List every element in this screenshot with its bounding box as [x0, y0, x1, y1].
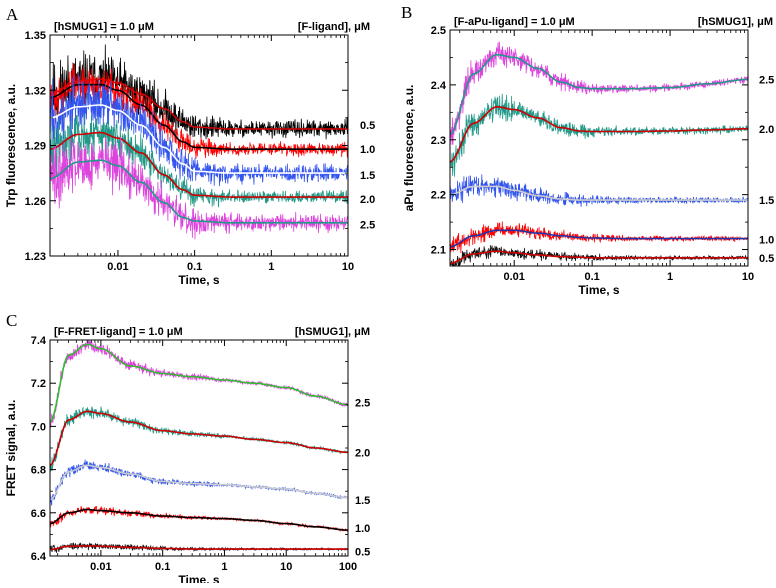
fit-curve-1-0	[450, 229, 748, 248]
y-axis-title: FRET signal, a.u.	[4, 400, 18, 497]
y-tick-label: 7.0	[31, 421, 46, 433]
y-tick-label: 2.5	[431, 25, 446, 37]
x-axis-title: Time, s	[178, 573, 219, 583]
y-tick-label: 2.2	[431, 190, 446, 202]
y-tick-label: 1.29	[25, 141, 46, 153]
fit-curve-1-5	[50, 464, 348, 501]
fit-curve-2-5	[450, 53, 748, 135]
fit-curve-2-5	[50, 343, 348, 423]
y-tick-label: 2.3	[431, 135, 446, 147]
y-axis-title: Trp fluorescence, a.u.	[4, 84, 18, 207]
x-tick-label: 0.1	[584, 271, 599, 283]
x-tick-label: 0.1	[187, 261, 202, 273]
panel-letter: B	[401, 3, 412, 22]
series-label: 2.0	[759, 124, 774, 136]
titrant-label: [hSMUG1], μM	[295, 326, 370, 338]
condition-label: [F-FRET-ligand] = 1.0 μM	[54, 326, 183, 338]
series-label: 2.0	[355, 447, 370, 459]
trace-1-5	[50, 73, 348, 187]
fit-curve-0-5	[50, 78, 348, 130]
y-tick-label: 2.1	[431, 245, 446, 257]
series-label: 1.5	[360, 170, 375, 182]
y-tick-label: 1.23	[25, 251, 46, 263]
x-tick-label: 10	[280, 561, 292, 573]
panel-c: C [F-FRET-ligand] = 1.0 μM [hSMUG1], μM 0.0…	[4, 311, 370, 587]
panel-letter: A	[6, 5, 19, 24]
y-tick-label: 7.2	[31, 378, 46, 390]
fit-curve-2-0	[50, 131, 348, 198]
series-label: 1.5	[759, 195, 774, 207]
series-label: 0.5	[355, 547, 370, 559]
series-label: 2.5	[360, 220, 375, 232]
fit-curve-0-5	[50, 544, 348, 551]
y-axis-title: aPu fluorescence, a.u.	[402, 85, 416, 212]
series-label: 1.0	[759, 235, 774, 247]
y-tick-label: 2.4	[431, 80, 447, 92]
traces	[50, 340, 348, 555]
plot-frame	[49, 339, 349, 557]
fit-curve-2-5	[50, 159, 348, 224]
y-tick-label: 1.26	[25, 196, 46, 208]
series-label: 2.0	[360, 194, 375, 206]
x-tick-label: 0.01	[503, 271, 524, 283]
y-tick-label: 7.4	[31, 335, 47, 347]
fit-curve-0-5	[450, 250, 748, 265]
x-tick-label: 1	[667, 271, 673, 283]
trace-2-0	[450, 93, 748, 177]
trace-0-5	[450, 245, 748, 266]
fit-curve-2-0	[50, 410, 348, 466]
x-axis-title: Time, s	[178, 273, 219, 287]
x-tick-label: 100	[339, 561, 357, 573]
traces	[50, 44, 348, 240]
series-label: 1.5	[355, 495, 370, 507]
y-tick-label: 6.8	[31, 465, 46, 477]
condition-label: [hSMUG1] = 1.0 μM	[54, 21, 154, 33]
titrant-label: [hSMUG1], μM	[698, 16, 773, 28]
panel-letter: C	[6, 311, 17, 330]
trace-1-5	[450, 174, 748, 207]
plot-frame	[449, 29, 749, 267]
fit-curve-1-5	[50, 104, 348, 174]
series-label: 1.0	[360, 144, 375, 156]
x-tick-label: 0.01	[90, 561, 111, 573]
series-label: 0.5	[759, 253, 774, 265]
fit-curve-1-0	[50, 508, 348, 531]
y-tick-label: 1.35	[25, 30, 46, 42]
titrant-label: [F-ligand], μM	[298, 21, 370, 33]
fit-curve-1-0	[50, 83, 348, 150]
panel-a: A [hSMUG1] = 1.0 μM [F-ligand], μM 0.01 0.1 1…	[4, 5, 375, 287]
series-label: 1.0	[355, 523, 370, 535]
x-tick-label: 1	[268, 261, 274, 273]
x-tick-label: 1	[221, 561, 227, 573]
series-label: 0.5	[360, 120, 375, 132]
x-tick-label: 10	[742, 271, 754, 283]
x-tick-label: 10	[342, 261, 354, 273]
condition-label: [F-aPu-ligand] = 1.0 μM	[454, 16, 575, 28]
fit-curve-1-5	[450, 185, 748, 201]
x-tick-label: 0.1	[155, 561, 170, 573]
series-label: 2.5	[759, 74, 774, 86]
panel-b: B [F-aPu-ligand] = 1.0 μM [hSMUG1], μM 0.01…	[401, 3, 774, 297]
y-tick-label: 6.4	[31, 551, 47, 563]
series-label: 2.5	[355, 398, 370, 410]
traces	[450, 41, 748, 266]
x-tick-label: 0.01	[107, 261, 128, 273]
fit-curve-2-0	[450, 105, 748, 163]
y-tick-label: 6.6	[31, 508, 46, 520]
y-tick-label: 1.32	[25, 85, 46, 97]
trace-2-5	[50, 136, 348, 240]
trace-2-5	[50, 340, 348, 428]
x-axis-title: Time, s	[578, 283, 619, 297]
